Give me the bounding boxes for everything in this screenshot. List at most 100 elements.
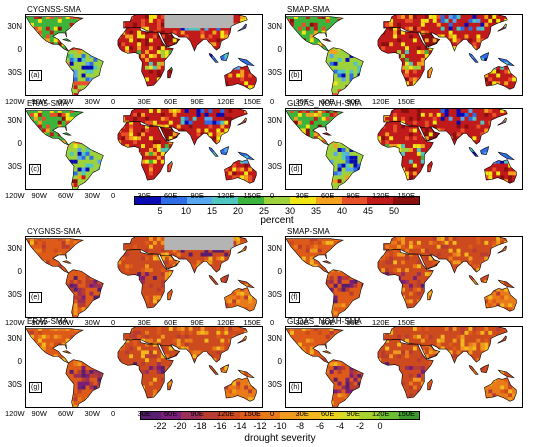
colorbar-percent	[134, 196, 420, 205]
colorbar-tick-label: 5	[157, 206, 162, 216]
coastline-arabia	[419, 126, 441, 142]
lat-label-0-a: 0	[2, 45, 22, 54]
coastline-northAmerica	[26, 16, 84, 52]
coastline-australia	[224, 159, 257, 184]
coastline-sumatra	[208, 146, 219, 157]
colorbar-swatch	[186, 197, 213, 204]
colorbar-percent-title: percent	[260, 215, 293, 226]
colorbar-swatch	[393, 197, 419, 204]
coastline-sumatra	[468, 364, 479, 375]
coastline-northAmerica	[26, 328, 84, 364]
coastline-africa	[117, 120, 174, 181]
coastline-cuba	[322, 260, 332, 264]
panel-label-b: (b)	[289, 70, 302, 81]
coastline-japan	[237, 23, 247, 32]
lon-label-120e: 120E	[217, 409, 235, 418]
colorbar-swatch	[240, 412, 261, 419]
map-panel-d	[285, 108, 523, 190]
coastline-japan	[497, 117, 507, 126]
lon-label-60w: 60W	[58, 97, 73, 106]
map-svg-c	[26, 109, 257, 189]
coastline-madagascar	[427, 66, 433, 79]
lon-label-90w: 90W	[32, 97, 47, 106]
coastline-africa	[377, 338, 434, 399]
lon-label-150e: 150E	[244, 318, 262, 327]
coastline-cuba	[322, 350, 332, 354]
coastline-japan	[497, 23, 507, 32]
lon-label-120w: 120W	[5, 409, 25, 418]
lat-label-30s-c: 30S	[2, 162, 22, 171]
lon-label-150e: 150E	[244, 409, 262, 418]
colorbar-tick-label: -10	[273, 421, 286, 431]
colorbar-swatch	[220, 412, 241, 419]
coastline-eurasia	[383, 109, 508, 146]
coastline-newguinea	[237, 369, 255, 379]
colorbar-swatch	[135, 197, 161, 204]
coastline-southAmerica	[325, 141, 364, 189]
land-cuba	[322, 350, 331, 354]
colorbar-tick-label: 20	[233, 206, 243, 216]
coastline-japan	[497, 245, 507, 254]
coastline-japan	[237, 245, 247, 254]
lon-label-0: 0	[270, 191, 274, 200]
coastline-arabia	[159, 126, 181, 142]
colorbar-swatch	[359, 412, 380, 419]
map-svg-f	[286, 237, 517, 317]
coastline-cuba	[62, 38, 72, 42]
map-svg-h	[286, 327, 517, 407]
coastline-northAmerica	[26, 238, 84, 274]
lon-label-90w: 90W	[32, 191, 47, 200]
lon-label-30w: 30W	[85, 191, 100, 200]
coastline-borneo	[220, 364, 230, 374]
coastline-borneo	[220, 146, 230, 156]
panel-label-g: (g)	[29, 382, 42, 393]
colorbar-swatch	[289, 197, 316, 204]
colorbar-swatch	[379, 412, 400, 419]
panel-title-e: CYGNSS-SMA	[27, 227, 81, 236]
coastline-cuba	[62, 132, 72, 136]
coastline-eurasia	[123, 327, 248, 364]
colorbar-swatch	[299, 412, 320, 419]
coastline-southAmerica	[65, 269, 104, 317]
lon-label-0: 0	[270, 318, 274, 327]
map-panel-h	[285, 326, 523, 408]
lon-label-90e: 90E	[347, 318, 360, 327]
lon-label-120w: 120W	[5, 97, 25, 106]
lon-label-60w: 60W	[58, 318, 73, 327]
land-cuba	[62, 260, 71, 264]
coastline-arabia	[159, 254, 181, 270]
lon-label-90e: 90E	[347, 409, 360, 418]
lon-label-0: 0	[111, 409, 115, 418]
lon-label-30e: 30E	[138, 409, 151, 418]
lon-label-150e: 150E	[398, 97, 416, 106]
lat-label-0-d: 0	[262, 139, 282, 148]
coastline-northAmerica	[286, 328, 344, 364]
coastline-eurasia	[123, 15, 248, 52]
lon-label-0: 0	[111, 191, 115, 200]
map-panel-e	[25, 236, 263, 318]
lat-label-30n-g: 30N	[2, 334, 22, 343]
colorbar-swatch	[160, 412, 181, 419]
map-panel-g	[25, 326, 263, 408]
colorbar-tick-label: -8	[296, 421, 304, 431]
coastline-newguinea	[497, 369, 515, 379]
panel-title-f: SMAP-SMA	[287, 227, 330, 236]
colorbar-tick-label: -14	[233, 421, 246, 431]
coastline-japan	[497, 335, 507, 344]
coastline-northAmerica	[26, 110, 84, 146]
lon-label-90e: 90E	[191, 318, 204, 327]
coastline-cuba	[62, 260, 72, 264]
lon-label-150e: 150E	[398, 318, 416, 327]
map-panel-f	[285, 236, 523, 318]
coastline-sumatra	[468, 52, 479, 63]
land-cuba	[62, 38, 71, 42]
panel-label-c: (c)	[29, 164, 42, 175]
lon-label-30w: 30W	[85, 97, 100, 106]
lon-label-90w: 90W	[32, 318, 47, 327]
colorbar-tick-label: -16	[213, 421, 226, 431]
coastline-africa	[377, 26, 434, 87]
colorbar-swatch	[200, 412, 221, 419]
coastline-arabia	[159, 32, 181, 48]
coastline-madagascar	[167, 378, 173, 391]
lon-label-90e: 90E	[347, 97, 360, 106]
